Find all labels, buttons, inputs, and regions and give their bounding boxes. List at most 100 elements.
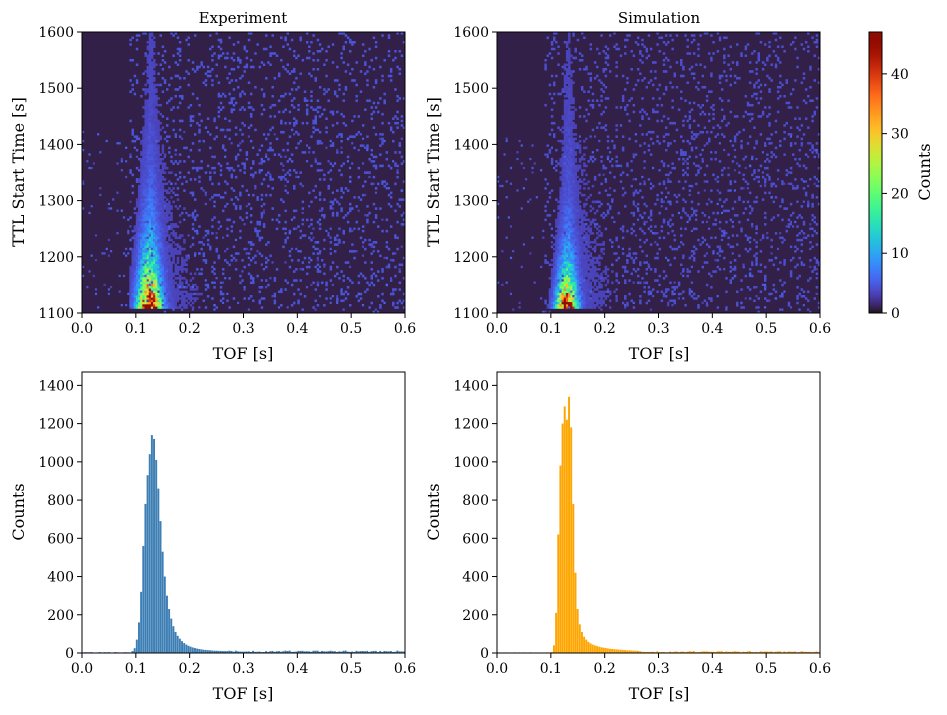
heatmap-cell <box>211 45 214 49</box>
heatmap-cell <box>161 76 165 80</box>
heatmap-cell <box>157 254 160 258</box>
heatmap-cell <box>157 157 160 161</box>
heatmap-cell <box>267 157 270 161</box>
heatmap-cell <box>342 232 346 235</box>
heatmap-cell <box>690 214 694 217</box>
heatmap-cell <box>146 144 150 147</box>
heatmap-cell <box>632 211 636 215</box>
heatmap-cell <box>550 306 554 309</box>
heatmap-cell <box>172 290 175 294</box>
heatmap-cell <box>185 146 188 150</box>
heatmap-cell <box>150 232 154 235</box>
heatmap-cell <box>168 254 171 258</box>
heatmap-cell <box>135 218 139 222</box>
heatmap-cell <box>131 299 134 303</box>
heatmap-cell <box>310 94 313 98</box>
heatmap-cell <box>150 263 154 267</box>
heatmap-cell <box>174 234 178 237</box>
heatmap-cell <box>213 119 216 123</box>
heatmap-cell <box>144 162 147 165</box>
heatmap-cell <box>589 209 593 213</box>
heatmap-cell <box>172 162 175 165</box>
heatmap-cell <box>153 40 156 44</box>
heatmap-cell <box>589 286 593 289</box>
heatmap-cell <box>82 130 85 134</box>
heatmap-cell <box>349 180 352 183</box>
heatmap-cell <box>589 306 593 309</box>
heatmap-cell <box>656 279 659 282</box>
heatmap-cell <box>153 290 156 294</box>
heatmap-cell <box>150 88 154 91</box>
heatmap-cell <box>690 250 694 253</box>
heatmap-cell <box>127 218 130 221</box>
heatmap-cell <box>589 281 593 285</box>
heatmap-cell <box>256 153 259 156</box>
heatmap-cell <box>572 238 575 242</box>
heatmap-cell <box>142 155 145 159</box>
heatmap-cell <box>144 135 147 138</box>
heatmap-cell <box>811 245 814 249</box>
heatmap-cell <box>260 160 264 163</box>
heatmap-cell <box>580 218 584 222</box>
heatmap-cell <box>725 306 728 309</box>
heatmap-cell <box>295 247 298 251</box>
heatmap-cell <box>140 182 143 186</box>
heatmap-cell <box>189 245 192 248</box>
heatmap-cell <box>137 265 141 269</box>
heatmap-cell <box>736 234 739 237</box>
heatmap-cell <box>333 236 337 240</box>
heatmap-cell <box>570 229 573 233</box>
heatmap-cell <box>557 207 560 210</box>
heatmap-cell <box>168 83 171 87</box>
heatmap-cell <box>753 254 756 258</box>
heatmap-cell <box>150 124 154 127</box>
heatmap-cell <box>172 234 175 237</box>
heatmap-cell <box>144 166 147 170</box>
heatmap-cell <box>157 130 160 134</box>
heatmap-cell <box>366 83 369 87</box>
heatmap-cell <box>792 187 795 190</box>
heatmap-cell <box>137 286 141 289</box>
heatmap-cell <box>580 250 584 253</box>
heatmap-cell <box>634 189 638 192</box>
heatmap-cell <box>321 214 324 217</box>
heatmap-cell <box>327 232 330 235</box>
heatmap-cell <box>568 245 571 249</box>
heatmap-cell <box>299 236 302 240</box>
heatmap-cell <box>796 247 799 251</box>
heatmap-cell <box>178 135 182 138</box>
heatmap-cell <box>290 304 294 307</box>
heatmap-cell <box>131 130 134 134</box>
heatmap-cell <box>798 232 801 235</box>
heatmap-cell <box>260 263 263 266</box>
heatmap-cell <box>148 268 152 271</box>
heatmap-cell <box>624 265 627 269</box>
heatmap-cell <box>129 171 132 174</box>
heatmap-cell <box>94 259 98 262</box>
heatmap-cell <box>148 200 152 204</box>
heatmap-cell <box>555 288 558 291</box>
heatmap-cell <box>800 243 804 246</box>
heatmap-cell <box>202 236 205 239</box>
heatmap-cell <box>736 243 739 246</box>
heatmap-cell <box>239 58 242 62</box>
heatmap-cell <box>284 227 287 231</box>
heatmap-cell <box>297 299 300 303</box>
heatmap-cell <box>658 247 661 251</box>
heatmap-cell <box>578 277 582 280</box>
heatmap-cell <box>150 43 154 46</box>
heatmap-cell <box>137 214 141 217</box>
heatmap-cell <box>142 148 145 152</box>
heatmap-cell <box>351 162 354 165</box>
heatmap-cell <box>135 292 139 296</box>
heatmap-cell <box>161 144 165 147</box>
heatmap-cell <box>570 209 573 213</box>
heatmap-cell <box>267 171 270 174</box>
heatmap-cell <box>561 261 565 264</box>
heatmap-cell <box>593 272 597 276</box>
heatmap-cell <box>568 205 571 208</box>
heatmap-cell <box>146 173 150 177</box>
heatmap-cell <box>239 216 242 219</box>
heatmap-cell <box>209 247 212 251</box>
heatmap-cell <box>174 281 178 285</box>
